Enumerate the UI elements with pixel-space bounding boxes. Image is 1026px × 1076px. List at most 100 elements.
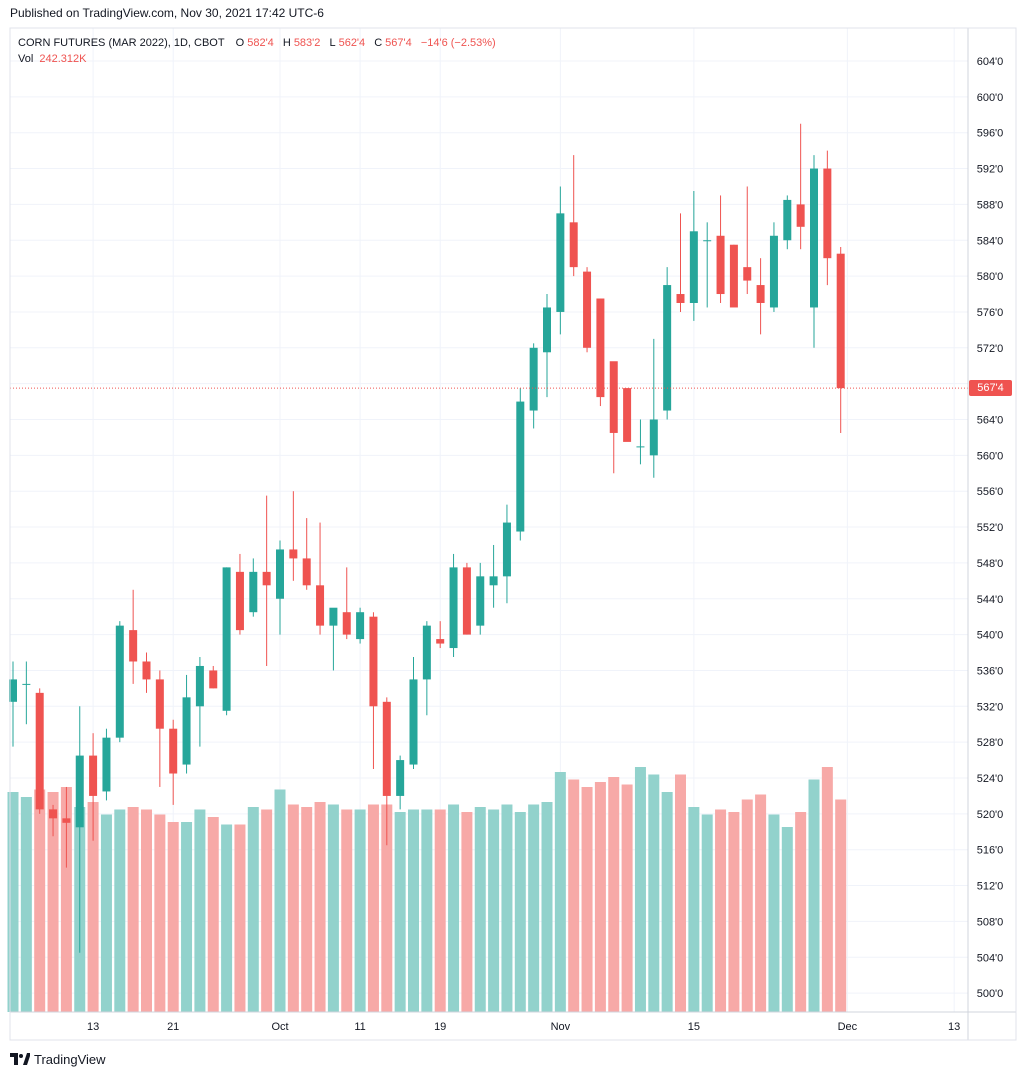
price-tick-label: 560'0 — [977, 450, 1004, 462]
candle-body — [583, 271, 592, 348]
price-tick-label: 592'0 — [977, 164, 1004, 176]
volume-bar — [448, 804, 460, 1012]
candle-body — [102, 737, 111, 792]
price-tick-label: 556'0 — [977, 486, 1004, 498]
candle-body — [502, 522, 511, 577]
price-tick-label: 524'0 — [977, 773, 1004, 785]
volume-bar — [474, 807, 486, 1012]
candle-body — [75, 755, 84, 828]
volume-bar — [341, 809, 353, 1012]
candle-body — [182, 697, 191, 765]
candle — [796, 123, 805, 250]
candle — [543, 294, 551, 398]
candle — [195, 657, 204, 747]
volume-bar — [768, 814, 780, 1012]
candle — [382, 697, 391, 846]
volume-bar — [835, 799, 847, 1012]
time-tick-label: 21 — [167, 1021, 179, 1033]
candle — [823, 150, 832, 286]
price-tick-label: 580'0 — [977, 271, 1004, 283]
candle-body — [169, 728, 178, 774]
volume-bar — [7, 792, 19, 1012]
candle — [716, 195, 725, 303]
candle-body — [489, 576, 498, 586]
candle-body — [302, 558, 311, 586]
volume-bar — [715, 809, 727, 1012]
volume-bars — [7, 767, 847, 1012]
time-tick-label: Dec — [838, 1021, 858, 1033]
volume-bar — [47, 792, 59, 1012]
candle-body — [382, 701, 391, 796]
volume-bar — [821, 767, 833, 1012]
candle — [289, 491, 298, 581]
price-tick-label: 548'0 — [977, 558, 1004, 570]
candle-body — [9, 679, 17, 702]
candle — [342, 567, 351, 640]
volume-bar — [367, 804, 379, 1012]
open-label: O — [235, 37, 245, 49]
chart-frame — [9, 27, 1017, 1041]
volume-bar — [501, 804, 513, 1012]
volume-bar — [554, 772, 566, 1012]
candle-body — [195, 665, 204, 707]
price-tick-label: 588'0 — [977, 199, 1004, 211]
candle-body — [543, 307, 551, 353]
volume-bar — [581, 787, 593, 1012]
price-axis[interactable]: 500'0 504'0 508'0 512'0 516'0 520'0 524'0 528'0… — [977, 56, 1004, 1000]
candle — [249, 558, 258, 617]
volume-bar — [594, 782, 606, 1012]
candle-body — [396, 760, 405, 796]
candle-body — [115, 625, 124, 738]
candle — [836, 246, 845, 433]
candle-body — [783, 199, 792, 241]
candle — [89, 733, 98, 841]
candle-body — [476, 576, 485, 626]
candle — [769, 222, 778, 312]
candle — [436, 621, 445, 649]
volume-bar — [167, 822, 179, 1012]
price-tick-label: 604'0 — [977, 56, 1004, 68]
candle — [235, 553, 244, 635]
candle — [35, 688, 44, 814]
price-tick-label: 564'0 — [977, 415, 1004, 427]
legend-ohlc-row: CORN FUTURES (MAR 2022), 1D, CBOT O 582'4… — [18, 35, 502, 51]
candle — [502, 504, 511, 604]
footer-brand[interactable]: TradingView — [10, 1050, 106, 1068]
candle-body — [796, 204, 805, 227]
candle-body — [729, 244, 738, 308]
candle-body — [276, 549, 284, 599]
volume-bar — [741, 799, 753, 1012]
candle — [276, 540, 284, 635]
price-tick-label: 516'0 — [977, 845, 1004, 857]
candle — [422, 621, 431, 716]
volume-bar — [301, 807, 313, 1012]
time-tick-label: 13 — [948, 1021, 960, 1033]
price-tick-label: 500'0 — [977, 988, 1004, 1000]
candle-body — [810, 168, 818, 308]
candle-body — [49, 809, 58, 819]
volume-bar — [675, 774, 686, 1012]
volume-bar — [181, 822, 193, 1012]
change-value: −14'6 (−2.53%) — [420, 37, 496, 49]
price-tick-label: 540'0 — [977, 630, 1004, 642]
time-axis[interactable]: 13 21 Oct 11 19 Nov 15 Dec 13 — [87, 1021, 960, 1033]
price-tick-label: 544'0 — [977, 594, 1004, 606]
volume-bar — [781, 827, 793, 1012]
volume-bar — [20, 797, 32, 1012]
time-tick-label: Nov — [551, 1021, 571, 1033]
volume-bar — [434, 809, 446, 1012]
symbol-title[interactable]: CORN FUTURES (MAR 2022), 1D, CBOT — [18, 37, 225, 49]
open-value: 582'4 — [247, 37, 274, 49]
volume-bar — [795, 812, 807, 1012]
volume-bar — [100, 814, 112, 1012]
candle — [756, 258, 765, 335]
candle-body — [235, 571, 244, 631]
candle — [743, 186, 752, 295]
high-value: 583'2 — [293, 37, 321, 49]
candle-body — [289, 549, 298, 559]
candle — [569, 155, 578, 277]
candle — [129, 589, 138, 684]
candle-body — [836, 253, 845, 389]
volume-bar — [621, 784, 633, 1012]
